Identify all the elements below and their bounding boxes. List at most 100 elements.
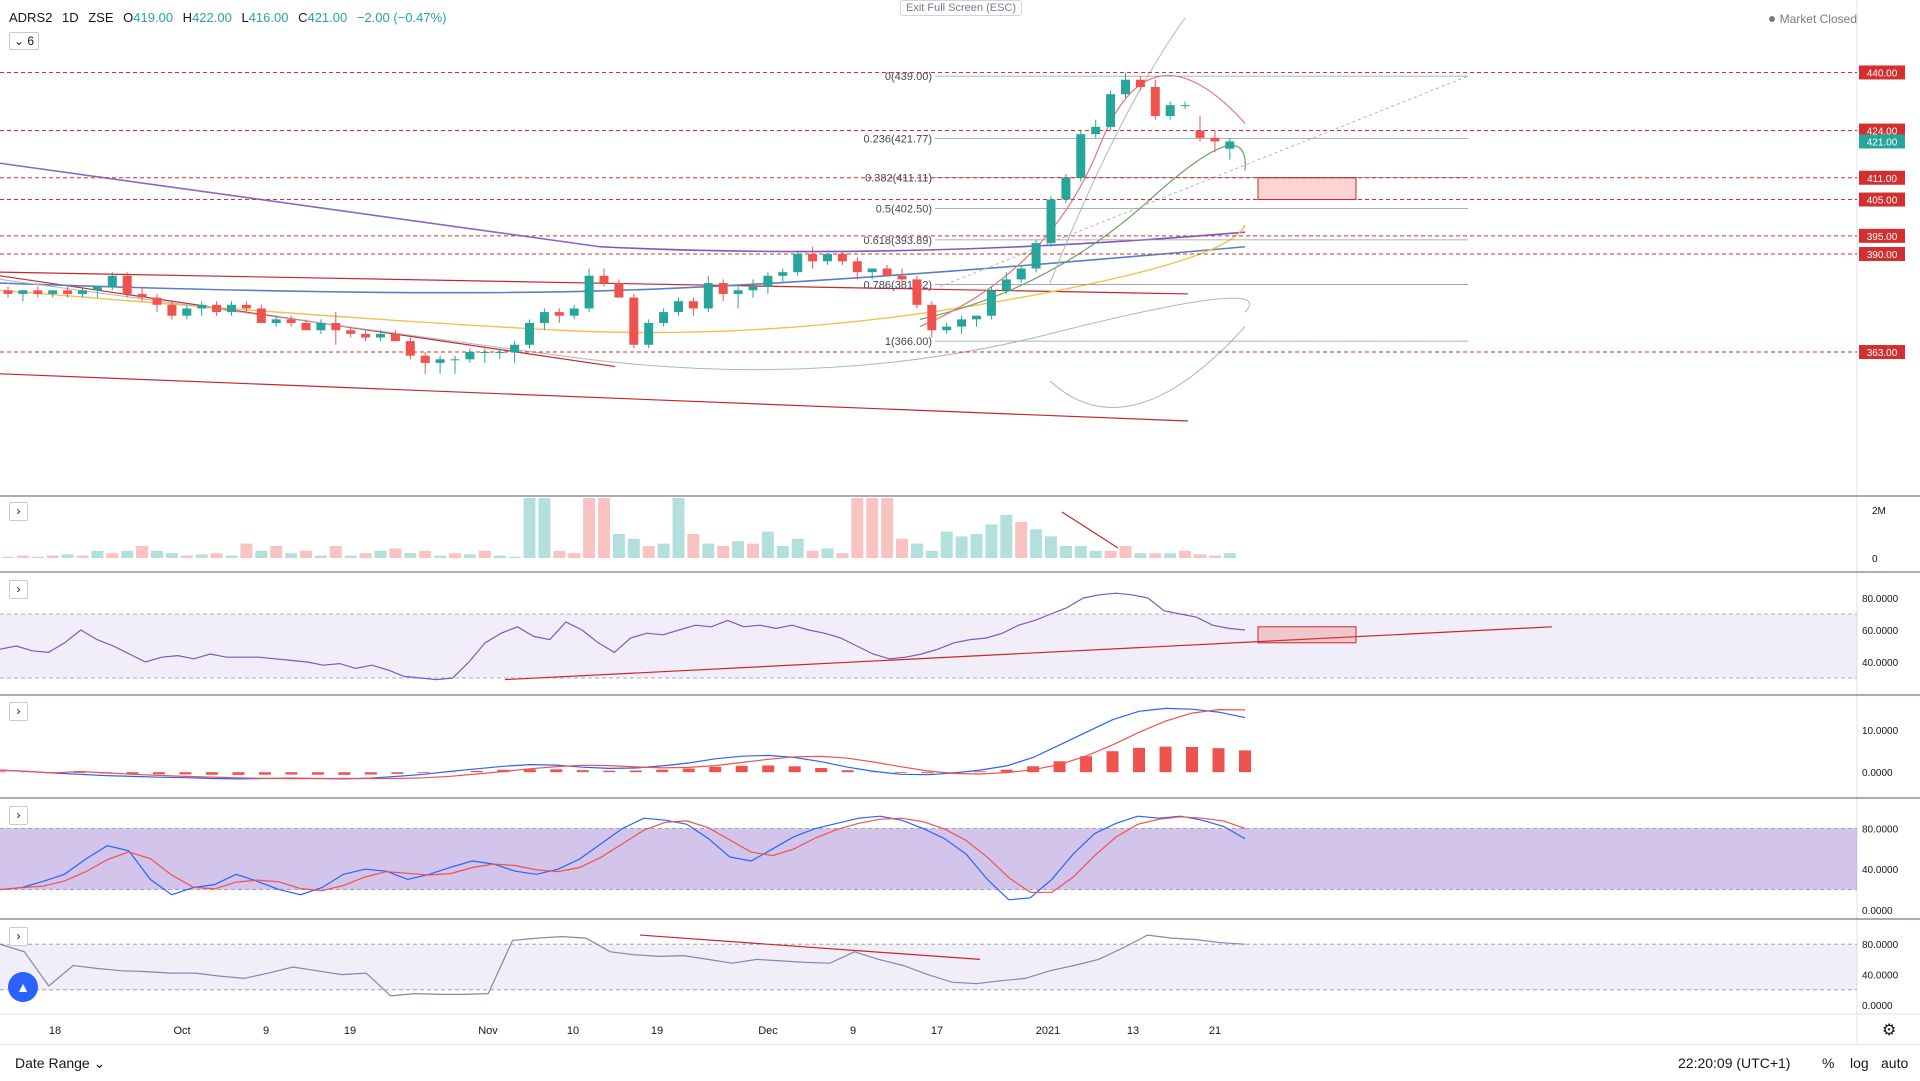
candle-body xyxy=(1210,138,1219,142)
candle-body xyxy=(436,359,445,363)
macd-axis-label: 10.0000 xyxy=(1862,726,1899,737)
macd-histogram-bar xyxy=(895,772,907,773)
ma-line-purple xyxy=(0,163,600,247)
macd-histogram-bar xyxy=(789,766,801,772)
volume-bar xyxy=(300,551,312,558)
candle-body xyxy=(898,276,907,280)
high-value: 422.00 xyxy=(192,10,232,25)
candle-body xyxy=(1017,269,1026,280)
candle-body xyxy=(167,305,176,316)
volume-bar xyxy=(404,553,416,558)
candle-body xyxy=(108,276,117,287)
symbol-label[interactable]: ADRS2 xyxy=(9,10,52,25)
mfi-axis-label: 80.0000 xyxy=(1862,940,1899,951)
volume-bar xyxy=(479,551,491,558)
volume-bar xyxy=(240,544,252,558)
volume-bar xyxy=(985,524,997,558)
volume-bar xyxy=(1015,522,1027,558)
fib-level-label: 0.236(421.77) xyxy=(864,134,933,146)
candle-body xyxy=(451,359,460,360)
interval-label[interactable]: 1D xyxy=(62,10,79,25)
volume-bar xyxy=(792,539,804,558)
volume-bar xyxy=(285,553,297,558)
volume-bar xyxy=(911,544,923,558)
tradingview-logo-icon[interactable]: ▲ xyxy=(8,972,38,1002)
candle-body xyxy=(272,319,281,323)
macd-histogram-bar xyxy=(206,772,218,775)
rsi-axis-label: 40.0000 xyxy=(1862,658,1899,669)
date-range-button[interactable]: Date Range ⌄ xyxy=(15,1055,105,1072)
volume-bar xyxy=(2,557,14,558)
volume-bar xyxy=(881,498,893,558)
volume-bar xyxy=(658,544,670,558)
candle-body xyxy=(629,298,638,345)
candle-body xyxy=(1151,87,1160,116)
volume-bar xyxy=(375,551,387,558)
rsi-axis-label: 80.0000 xyxy=(1862,594,1899,605)
volume-bar xyxy=(1179,551,1191,558)
volume-bar xyxy=(166,553,178,558)
candle-body xyxy=(4,290,13,294)
bollinger-line xyxy=(1050,18,1185,283)
bottom-toolbar: Date Range ⌄ 22:20:09 (UTC+1) % log auto xyxy=(0,1044,1920,1081)
volume-bar xyxy=(434,556,446,558)
volume-bar xyxy=(598,498,610,558)
candle-body xyxy=(823,254,832,261)
exit-fullscreen-button[interactable]: Exit Full Screen (ESC) xyxy=(900,0,1022,16)
volume-bar xyxy=(32,557,44,558)
rsi-pane-expand-icon[interactable]: › xyxy=(9,580,28,599)
rsi-band xyxy=(0,614,1857,678)
candle-body xyxy=(406,341,415,356)
log-scale-button[interactable]: log xyxy=(1850,1055,1869,1071)
candle-body xyxy=(659,312,668,323)
volume-bar xyxy=(717,546,729,558)
settings-gear-icon[interactable]: ⚙ xyxy=(1882,1020,1896,1040)
candle-body xyxy=(287,319,296,323)
candle-body xyxy=(480,352,489,353)
candle-body xyxy=(1121,80,1130,95)
volume-bar xyxy=(91,551,103,558)
macd-histogram-bar xyxy=(577,770,589,772)
volume-bar xyxy=(151,551,163,558)
volume-bar xyxy=(255,551,267,558)
collapse-indicators-button[interactable]: ⌄ 6 xyxy=(9,32,39,50)
volume-bar xyxy=(47,556,59,558)
price-level-label: 405.00 xyxy=(1867,196,1898,207)
candle-body xyxy=(644,323,653,345)
volume-bar xyxy=(1090,551,1102,558)
volume-bar xyxy=(702,544,714,558)
volume-pane-expand-icon[interactable]: › xyxy=(9,502,28,521)
time-axis-label: 19 xyxy=(651,1025,663,1037)
volume-bar xyxy=(851,498,863,558)
macd-histogram-bar xyxy=(603,771,615,773)
candle-body xyxy=(1166,105,1175,116)
mfi-pane-expand-icon[interactable]: › xyxy=(9,927,28,946)
stoch-pane-expand-icon[interactable]: › xyxy=(9,806,28,825)
macd-histogram-bar xyxy=(1239,750,1251,772)
volume-bar xyxy=(62,554,74,558)
candle-body xyxy=(1076,134,1085,178)
candle-body xyxy=(987,290,996,315)
candle-body xyxy=(689,301,698,308)
candle-body xyxy=(18,290,27,294)
candle-body xyxy=(391,334,400,341)
candle-body xyxy=(749,287,758,291)
macd-histogram-bar xyxy=(338,772,350,775)
auto-scale-button[interactable]: auto xyxy=(1881,1055,1908,1071)
volume-bar xyxy=(1045,536,1057,558)
candle-body xyxy=(734,290,743,294)
legend-header: ADRS2 1D ZSE O419.00 H422.00 L416.00 C42… xyxy=(9,10,446,25)
volume-bar xyxy=(687,534,699,558)
volume-bar xyxy=(270,546,282,558)
price-level-label: 363.00 xyxy=(1867,348,1898,359)
candle-body xyxy=(346,330,355,334)
clock-time[interactable]: 22:20:09 (UTC+1) xyxy=(1678,1055,1790,1071)
candle-body xyxy=(719,283,728,294)
volume-bar xyxy=(1149,553,1161,558)
percent-scale-button[interactable]: % xyxy=(1822,1055,1834,1071)
candle-body xyxy=(123,276,132,294)
candle-body xyxy=(674,301,683,312)
macd-histogram-bar xyxy=(365,772,377,774)
macd-pane-expand-icon[interactable]: › xyxy=(9,702,28,721)
